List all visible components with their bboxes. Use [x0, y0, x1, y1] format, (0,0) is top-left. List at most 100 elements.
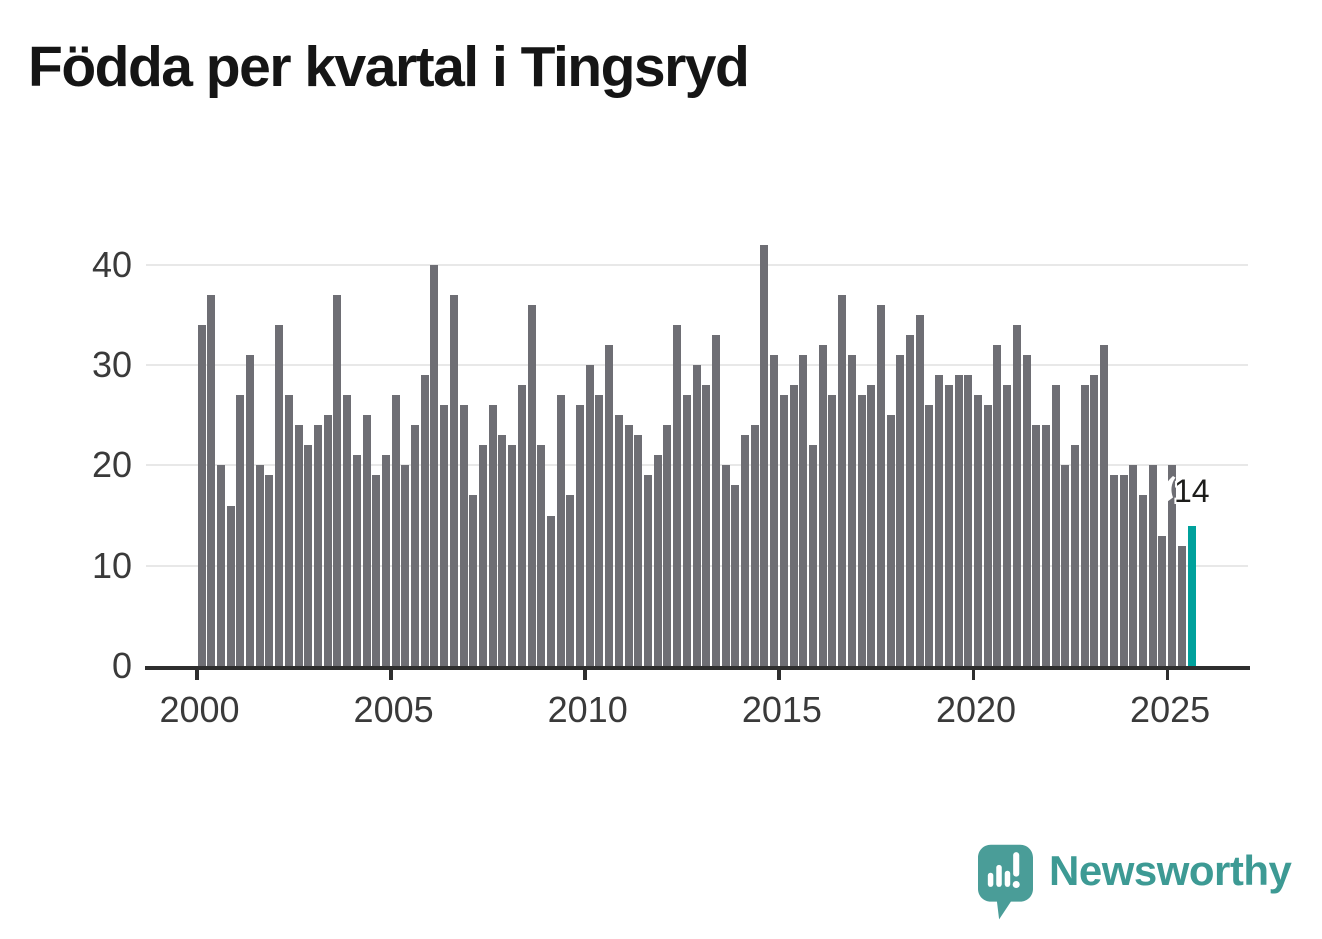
bar-2000-Q2 [207, 294, 216, 666]
bar-2006-Q1 [430, 264, 439, 666]
bar-2013-Q2 [711, 335, 720, 666]
bar-2014-Q2 [750, 425, 759, 666]
x-axis-tick-2025 [1165, 669, 1170, 680]
bar-2024-Q1 [1129, 465, 1138, 666]
bar-2021-Q1 [1012, 324, 1021, 666]
bar-2014-Q1 [741, 435, 750, 666]
y-axis-label-40: 40 [91, 243, 132, 285]
bar-2005-Q4 [420, 375, 429, 666]
bar-2018-Q1 [896, 355, 905, 666]
bar-2009-Q4 [576, 405, 585, 666]
bar-2004-Q2 [362, 415, 371, 666]
bar-2004-Q3 [372, 475, 381, 666]
bar-2023-Q3 [1109, 475, 1118, 666]
bar-2006-Q2 [440, 405, 449, 666]
bar-2010-Q1 [585, 365, 594, 666]
bar-2011-Q1 [624, 425, 633, 666]
bar-2023-Q4 [1119, 475, 1128, 666]
bar-2007-Q1 [469, 495, 478, 666]
bar-2024-Q2 [1138, 495, 1147, 666]
x-axis-tick-2020 [971, 669, 975, 680]
x-axis-tick-2005 [389, 669, 393, 680]
bar-2025-Q3 [1187, 525, 1196, 666]
bar-2022-Q4 [1080, 385, 1089, 666]
bar-2008-Q4 [537, 445, 546, 666]
bar-2020-Q3 [993, 345, 1002, 666]
newsworthy-logo-icon [978, 844, 1033, 920]
bar-2003-Q1 [313, 425, 322, 666]
bar-2010-Q2 [595, 395, 604, 666]
gridline-40 [146, 263, 1248, 266]
bar-2006-Q3 [449, 294, 458, 666]
bar-2001-Q1 [236, 395, 245, 666]
bar-2024-Q4 [1158, 535, 1167, 666]
bar-2022-Q3 [1071, 445, 1080, 666]
bar-2023-Q1 [1090, 375, 1099, 666]
y-axis-label-20: 20 [91, 444, 132, 486]
bar-2005-Q2 [401, 465, 410, 666]
y-axis-label-30: 30 [91, 344, 132, 386]
x-axis-label-2005: 2005 [353, 689, 434, 730]
annotation-pointer-icon [1163, 476, 1176, 504]
bar-2000-Q3 [216, 465, 225, 666]
bar-2016-Q1 [818, 345, 827, 666]
bar-2019-Q2 [944, 385, 953, 666]
bar-2011-Q3 [643, 475, 652, 666]
bar-2008-Q3 [527, 304, 536, 666]
bar-2002-Q2 [284, 395, 293, 666]
bar-2009-Q2 [556, 395, 565, 666]
bar-2001-Q2 [246, 355, 255, 666]
x-axis-label-2025: 2025 [1130, 689, 1211, 730]
bar-2001-Q4 [265, 475, 274, 666]
bar-2012-Q1 [663, 425, 672, 666]
bar-2021-Q3 [1032, 425, 1041, 666]
bar-2021-Q4 [1041, 425, 1050, 666]
bar-2004-Q1 [352, 455, 361, 666]
bar-2018-Q2 [906, 335, 915, 666]
bar-2011-Q2 [634, 435, 643, 666]
newsworthy-wordmark: Newsworthy [1049, 847, 1292, 894]
bar-2024-Q3 [1148, 465, 1157, 666]
bar-2012-Q2 [673, 324, 682, 666]
bar-2005-Q3 [411, 425, 420, 666]
bar-2009-Q1 [546, 515, 555, 666]
y-axis-label-0: 0 [111, 645, 132, 686]
bar-2008-Q2 [517, 385, 526, 666]
x-axis-tick-2000 [195, 669, 199, 680]
bar-2016-Q4 [847, 355, 856, 666]
bar-2007-Q3 [488, 405, 497, 666]
bar-2023-Q2 [1100, 345, 1109, 666]
bar-2002-Q1 [275, 324, 284, 666]
bar-2002-Q4 [304, 445, 313, 666]
bar-2017-Q4 [886, 415, 895, 666]
bar-2007-Q2 [478, 445, 487, 666]
bar-2014-Q4 [770, 355, 779, 666]
bar-2017-Q1 [857, 395, 866, 666]
plot-area: 14 0 10 20 30 40 2000 2005 2010 2015 2020 2025 [91, 243, 1250, 730]
x-axis-label-2000: 2000 [159, 689, 240, 730]
bar-2008-Q1 [508, 445, 517, 666]
bar-2015-Q1 [779, 395, 788, 666]
bar-2006-Q4 [459, 405, 468, 666]
bar-2020-Q1 [973, 395, 982, 666]
bar-2020-Q2 [983, 405, 992, 666]
bar-2014-Q3 [760, 244, 769, 666]
bar-2022-Q2 [1061, 465, 1070, 666]
bar-2005-Q1 [391, 395, 400, 666]
bar-2019-Q4 [964, 375, 973, 666]
bar-2012-Q4 [692, 365, 701, 666]
bar-2000-Q4 [226, 505, 235, 666]
bar-2011-Q4 [653, 455, 662, 666]
bar-2013-Q1 [702, 385, 711, 666]
x-axis-tick-2010 [583, 669, 587, 680]
bar-2019-Q1 [935, 375, 944, 666]
bar-2020-Q4 [1003, 385, 1012, 666]
bar-2003-Q3 [333, 294, 342, 666]
x-axis-label-2020: 2020 [935, 689, 1017, 730]
bar-2012-Q3 [682, 395, 691, 666]
bar-2000-Q1 [197, 324, 206, 666]
y-axis-label-10: 10 [91, 544, 132, 586]
bar-2022-Q1 [1051, 385, 1060, 666]
bar-2001-Q3 [255, 465, 264, 666]
